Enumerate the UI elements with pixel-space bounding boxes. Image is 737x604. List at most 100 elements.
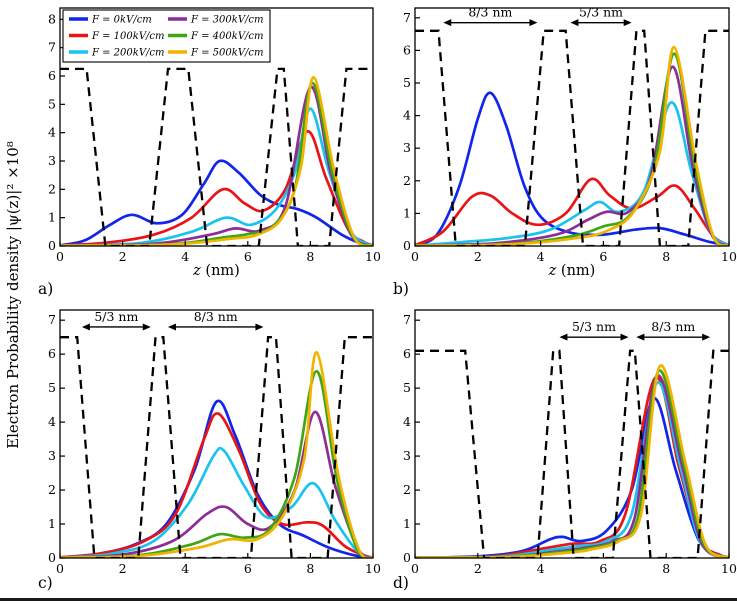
x-tick-label: 10 <box>365 249 381 264</box>
y-tick-label: 4 <box>48 125 56 140</box>
y-tick-label: 1 <box>403 205 411 220</box>
arrowhead-left-icon <box>167 323 176 331</box>
y-tick-label: 7 <box>403 10 411 25</box>
legend-label: F = 300kV/cm <box>190 15 264 26</box>
legend-box <box>62 9 271 63</box>
x-tick-label: 10 <box>365 561 381 576</box>
curve-blue <box>415 91 729 246</box>
potential-profile <box>415 29 729 246</box>
x-tick-label: 0 <box>56 561 64 576</box>
x-tick-label: 4 <box>537 249 545 264</box>
y-tick-label: 6 <box>403 42 411 57</box>
legend-label: F = 400kV/cm <box>190 31 264 42</box>
width-annotation: 5/3 nm <box>559 319 629 341</box>
curve-yellow <box>415 364 729 558</box>
y-tick-label: 0 <box>403 550 411 565</box>
axes-box <box>414 7 730 247</box>
arrowhead-right-icon <box>623 19 632 27</box>
y-tick-label: 6 <box>48 68 56 83</box>
x-tick-label: 6 <box>244 561 252 576</box>
panel-letter: c) <box>38 574 53 592</box>
y-tick-label: 1 <box>48 516 56 531</box>
arrowhead-right-icon <box>529 19 538 27</box>
arrowhead-left-icon <box>559 333 568 341</box>
arrowhead-right-icon <box>255 323 264 331</box>
y-tick-label: 0 <box>403 238 411 253</box>
x-tick-label: 8 <box>662 561 670 576</box>
width-annotation: 8/3 nm <box>167 309 264 331</box>
y-axis-label: Electron Probability density |ψ(z)|² ×10… <box>4 141 22 449</box>
x-tick-label: 6 <box>599 249 607 264</box>
panel-b-chart: 8/3 nm 5/3 nm 0 2 4 6 8 10 0 1 2 3 4 5 6 7 z (nm) b) <box>381 0 737 302</box>
annotation-text: 8/3 nm <box>194 309 238 324</box>
curve-purple <box>415 65 729 246</box>
y-tick-label: 7 <box>48 312 56 327</box>
legend-label: F = 100kV/cm <box>91 31 165 42</box>
x-tick-label: 6 <box>244 249 252 264</box>
legend-label: F = 200kV/cm <box>91 48 165 59</box>
curve-red <box>415 177 729 246</box>
annotation-text: 5/3 nm <box>572 319 616 334</box>
x-tick-label: 2 <box>474 561 482 576</box>
x-tick-label: 0 <box>411 561 419 576</box>
curve-yellow <box>60 76 373 246</box>
curve-cyan <box>60 446 373 558</box>
y-tick-label: 4 <box>48 414 56 429</box>
width-annotation: 5/3 nm <box>81 309 151 331</box>
y-tick-label: 1 <box>48 210 56 225</box>
panel-d-chart: 5/3 nm 8/3 nm 0 2 4 6 8 10 0 1 2 3 4 5 6 7 d) <box>381 302 737 596</box>
x-tick-label: 10 <box>721 561 737 576</box>
y-tick-label: 3 <box>48 448 56 463</box>
curve-yellow <box>415 45 729 246</box>
x-axis-label: z (nm) <box>548 263 596 279</box>
axes-box <box>414 309 730 559</box>
x-axis-label: z (nm) <box>192 263 240 279</box>
ticks: 0 2 4 6 8 10 0 1 2 3 4 5 6 7 <box>403 10 737 264</box>
y-tick-label: 7 <box>48 40 56 55</box>
y-tick-label: 1 <box>403 516 411 531</box>
arrowhead-left-icon <box>81 323 90 331</box>
y-tick-label: 4 <box>403 414 411 429</box>
legend: F = 0kV/cm F = 100kV/cm F = 200kV/cm F = 30… <box>62 9 271 63</box>
y-tick-label: 6 <box>48 346 56 361</box>
y-tick-label: 3 <box>403 140 411 155</box>
x-tick-label: 6 <box>599 561 607 576</box>
y-tick-label: 2 <box>48 181 56 196</box>
y-tick-label: 2 <box>48 482 56 497</box>
y-tick-label: 3 <box>48 153 56 168</box>
figure-bottom-border <box>0 598 737 601</box>
width-annotation: 8/3 nm <box>636 319 711 341</box>
arrowhead-left-icon <box>636 333 645 341</box>
arrowhead-left-icon <box>443 19 452 27</box>
x-tick-label: 2 <box>119 561 127 576</box>
plot-area-b <box>415 29 729 246</box>
y-tick-label: 5 <box>403 75 411 90</box>
annotation-text: 5/3 nm <box>94 309 138 324</box>
y-tick-label: 5 <box>48 380 56 395</box>
y-tick-label: 0 <box>48 238 56 253</box>
arrowhead-right-icon <box>620 333 629 341</box>
curve-cyan <box>415 101 729 246</box>
curve-cyan <box>415 381 729 558</box>
plot-area-d <box>415 349 729 558</box>
x-tick-label: 10 <box>721 249 737 264</box>
curve-purple <box>60 410 373 558</box>
axes-box <box>59 309 374 559</box>
legend-label: F = 0kV/cm <box>91 15 152 26</box>
panel-letter: b) <box>393 280 409 298</box>
x-tick-label: 8 <box>662 249 670 264</box>
annotation-text: 5/3 nm <box>579 5 623 20</box>
x-tick-label: 2 <box>474 249 482 264</box>
panel-c-chart: 5/3 nm 8/3 nm 0 2 4 6 8 10 0 1 2 3 4 5 6 7 c) <box>26 302 381 596</box>
y-tick-label: 7 <box>403 312 411 327</box>
y-tick-label: 2 <box>403 173 411 188</box>
y-tick-label: 5 <box>48 96 56 111</box>
y-tick-label: 6 <box>403 346 411 361</box>
x-tick-label: 4 <box>537 561 545 576</box>
plot-area-a <box>60 67 373 246</box>
curve-blue <box>60 159 373 246</box>
x-tick-label: 8 <box>306 249 314 264</box>
panel-letter: d) <box>393 574 409 592</box>
axes-box <box>59 7 374 247</box>
x-tick-label: 4 <box>181 249 189 264</box>
